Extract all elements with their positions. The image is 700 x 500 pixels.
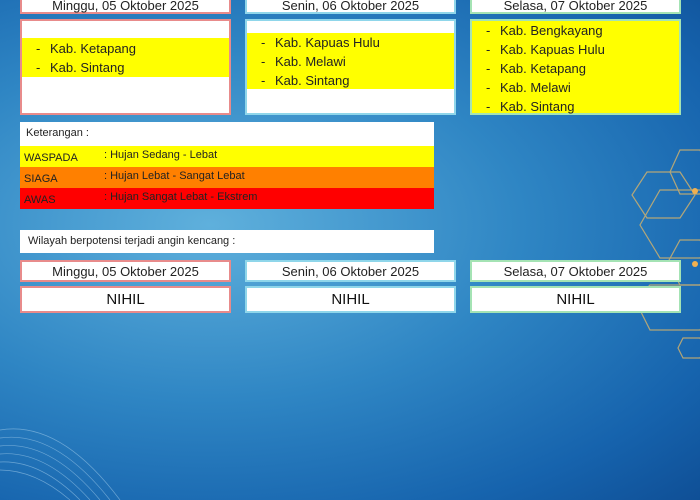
rain-areas-day-1: - Kab. Ketapang - Kab. Sintang xyxy=(20,19,231,115)
wind-date-1: Minggu, 05 Oktober 2025 xyxy=(20,260,231,282)
wind-date-2: Senin, 06 Oktober 2025 xyxy=(245,260,456,282)
rain-date-header-1: Minggu, 05 Oktober 2025 xyxy=(20,0,231,14)
rain-areas-day-2: - Kab. Kapuas Hulu - Kab. Melawi - Kab. Sin… xyxy=(245,19,456,115)
legend-awas: AWAS: Hujan Sangat Lebat - Ekstrem xyxy=(20,188,434,209)
area-item: - Kab. Sintang xyxy=(486,99,575,114)
legend-title: Keterangan : xyxy=(26,127,89,139)
area-item: - Kab. Kapuas Hulu xyxy=(486,42,605,57)
wind-value-1: NIHIL xyxy=(20,286,231,313)
legend-box: Keterangan : WASPADA: Hujan Sedang - Leb… xyxy=(20,122,434,209)
legend-waspada: WASPADA: Hujan Sedang - Lebat xyxy=(20,146,434,167)
area-item: - Kab. Melawi xyxy=(486,80,571,95)
legend-siaga: SIAGA: Hujan Lebat - Sangat Lebat xyxy=(20,167,434,188)
area-item: - Kab. Ketapang xyxy=(486,61,587,76)
area-item: - Kab. Sintang xyxy=(36,60,125,75)
wind-value-3: NIHIL xyxy=(470,286,681,313)
wind-label: Wilayah berpotensi terjadi angin kencang… xyxy=(20,230,434,253)
area-item: - Kab. Melawi xyxy=(261,54,346,69)
area-item: - Kab. Ketapang xyxy=(36,41,137,56)
area-item: - Kab. Sintang xyxy=(261,73,350,88)
wind-value-2: NIHIL xyxy=(245,286,456,313)
rain-date-header-3: Selasa, 07 Oktober 2025 xyxy=(470,0,681,14)
wind-date-3: Selasa, 07 Oktober 2025 xyxy=(470,260,681,282)
area-item: - Kab. Bengkayang xyxy=(486,23,603,38)
rain-areas-day-3: - Kab. Bengkayang - Kab. Kapuas Hulu - Kab.… xyxy=(470,19,681,115)
area-item: - Kab. Kapuas Hulu xyxy=(261,35,380,50)
rain-date-header-2: Senin, 06 Oktober 2025 xyxy=(245,0,456,14)
